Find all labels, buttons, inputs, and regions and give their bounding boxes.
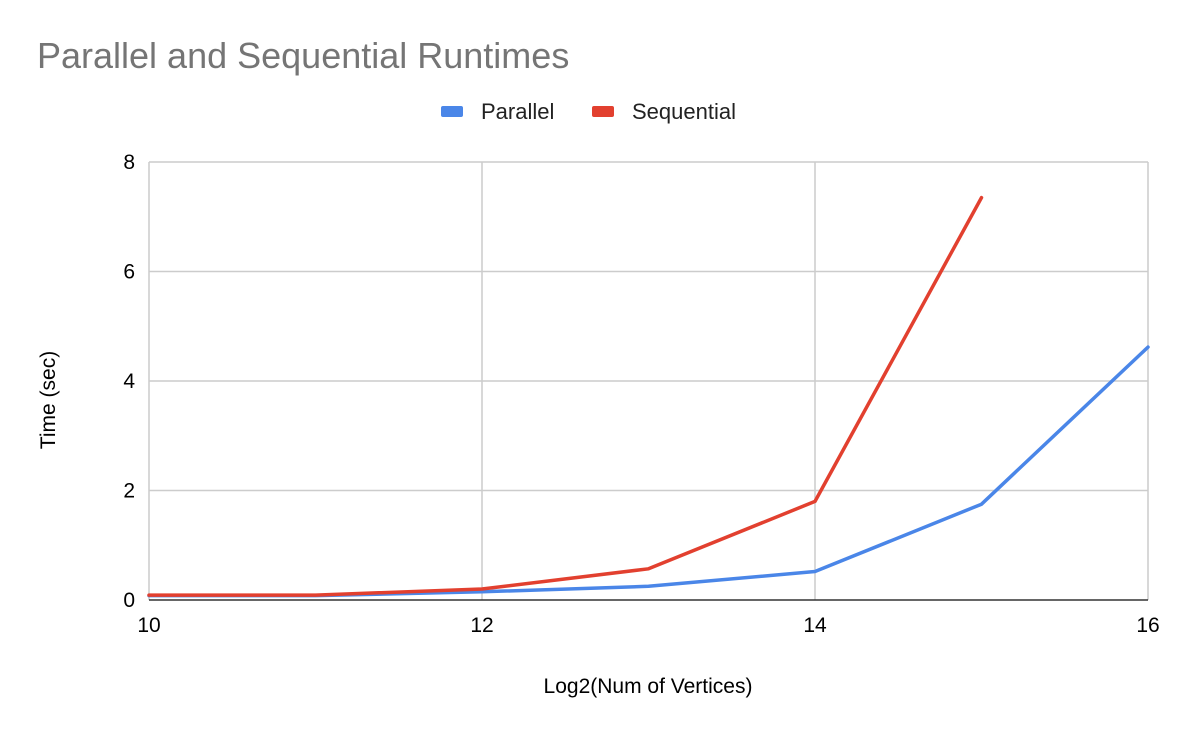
x-tick-label: 14: [803, 614, 827, 637]
y-tick-label: 2: [123, 480, 135, 503]
x-tick-label: 16: [1136, 614, 1159, 637]
x-tick-label: 10: [137, 614, 160, 637]
y-tick-label: 8: [123, 151, 135, 174]
legend-swatch-parallel: [441, 106, 463, 117]
series-line-sequential: [147, 195, 984, 597]
series-line-parallel: [147, 345, 1150, 598]
gridlines: [148, 161, 1149, 600]
tick-labels: 0 2 4 6 8 10 12 14 16: [123, 151, 1159, 637]
legend-swatch-sequential: [592, 106, 614, 117]
legend-label-sequential: Sequential: [632, 99, 736, 124]
x-axis-title: Log2(Num of Vertices): [544, 675, 753, 698]
y-tick-label: 6: [123, 261, 135, 284]
y-tick-label: 4: [123, 370, 135, 393]
y-axis-title: Time (sec): [37, 351, 60, 449]
chart-title: Parallel and Sequential Runtimes: [37, 35, 569, 76]
series-lines: [147, 195, 1150, 598]
x-tick-label: 12: [470, 614, 493, 637]
legend-label-parallel: Parallel: [481, 99, 554, 124]
y-tick-label: 0: [123, 589, 135, 612]
legend: Parallel Sequential: [441, 99, 736, 124]
